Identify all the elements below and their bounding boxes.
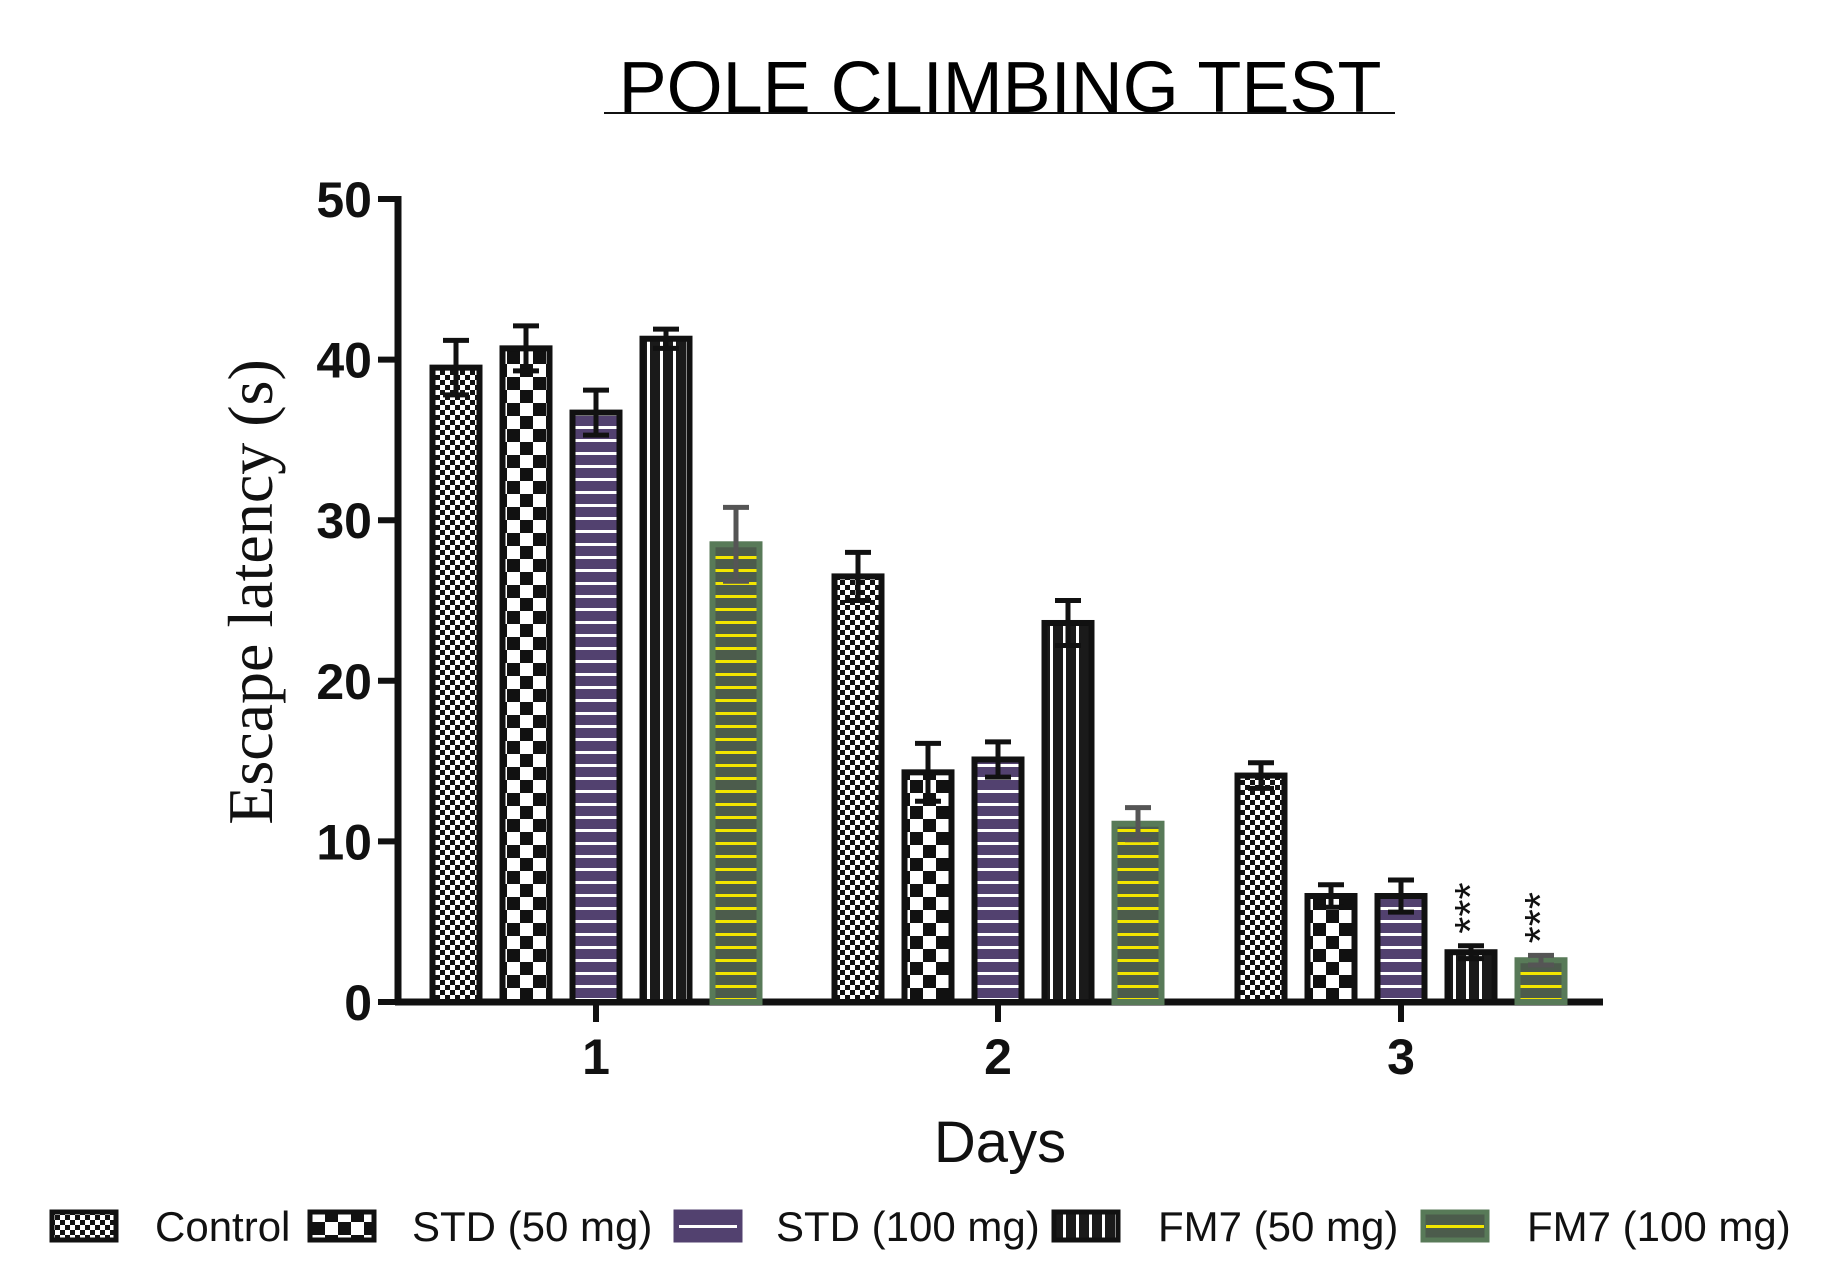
bar	[569, 409, 623, 1005]
legend-label: FM7 (50 mg)	[1158, 1203, 1398, 1250]
bar	[1304, 893, 1358, 1006]
legend-label: FM7 (100 mg)	[1527, 1203, 1791, 1250]
legend-label: STD (50 mg)	[412, 1203, 652, 1250]
legend-swatch-line	[1426, 1225, 1484, 1228]
bar	[499, 345, 553, 1006]
y-tick-label: 0	[344, 975, 372, 1031]
significance-marker: ***	[1516, 892, 1565, 943]
x-tick-label: 1	[582, 1029, 610, 1085]
bar	[1234, 772, 1288, 1006]
legend-swatch	[307, 1209, 377, 1243]
y-tick-label: 50	[316, 172, 372, 228]
bar	[971, 756, 1025, 1006]
bar	[709, 541, 763, 1005]
bar	[1041, 619, 1095, 1005]
legend-item: STD (100 mg)	[673, 1203, 1040, 1250]
legend: Control STD (50 mg) STD (100 mg) FM7 (50 mg…	[49, 1203, 1791, 1250]
legend-label: Control	[155, 1203, 290, 1250]
bar	[429, 364, 483, 1005]
legend-label: STD (100 mg)	[776, 1203, 1040, 1250]
y-axis-label: Escape latency (s)	[215, 359, 286, 825]
bar	[639, 335, 693, 1005]
legend-item: FM7 (50 mg)	[1051, 1203, 1398, 1250]
bar	[1111, 820, 1165, 1006]
legend-swatch	[49, 1209, 119, 1243]
legend-item: Control	[49, 1203, 290, 1250]
x-axis-label: Days	[934, 1110, 1066, 1175]
legend-item: FM7 (100 mg)	[1420, 1203, 1791, 1250]
y-tick-label: 20	[316, 654, 372, 710]
y-tick-label: 40	[316, 333, 372, 389]
legend-item: STD (50 mg)	[307, 1203, 652, 1250]
chart-title: POLE CLIMBING TEST	[619, 48, 1382, 128]
x-tick-label: 2	[984, 1029, 1012, 1085]
legend-swatch-line	[679, 1225, 737, 1228]
bar	[831, 573, 885, 1005]
y-tick-label: 30	[316, 493, 372, 549]
significance-marker: ***	[1446, 882, 1495, 933]
y-tick-label: 10	[316, 814, 372, 870]
x-tick-label: 3	[1387, 1029, 1415, 1085]
bar	[901, 769, 955, 1005]
legend-swatch	[1051, 1209, 1121, 1243]
